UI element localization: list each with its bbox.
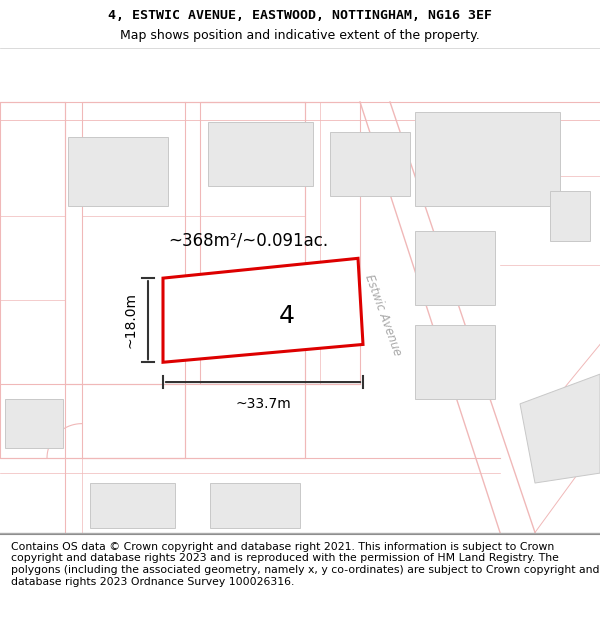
Bar: [68, 137, 168, 206]
Text: 4: 4: [279, 304, 295, 328]
Polygon shape: [163, 258, 363, 362]
Bar: [415, 231, 495, 305]
Text: ~33.7m: ~33.7m: [235, 397, 291, 411]
Bar: [210, 483, 300, 528]
Text: 4, ESTWIC AVENUE, EASTWOOD, NOTTINGHAM, NG16 3EF: 4, ESTWIC AVENUE, EASTWOOD, NOTTINGHAM, …: [108, 9, 492, 21]
Bar: [415, 324, 495, 399]
Text: Estwic Avenue: Estwic Avenue: [362, 272, 404, 358]
Bar: [5, 399, 63, 448]
Bar: [550, 191, 590, 241]
Polygon shape: [520, 374, 600, 483]
Bar: [330, 132, 410, 196]
Text: ~368m²/~0.091ac.: ~368m²/~0.091ac.: [168, 231, 328, 249]
Text: Map shows position and indicative extent of the property.: Map shows position and indicative extent…: [120, 29, 480, 42]
Text: Contains OS data © Crown copyright and database right 2021. This information is : Contains OS data © Crown copyright and d…: [11, 542, 599, 586]
Bar: [208, 122, 313, 186]
Polygon shape: [360, 102, 535, 532]
Text: ~18.0m: ~18.0m: [124, 292, 138, 348]
Bar: [90, 483, 175, 528]
Bar: [415, 112, 560, 206]
